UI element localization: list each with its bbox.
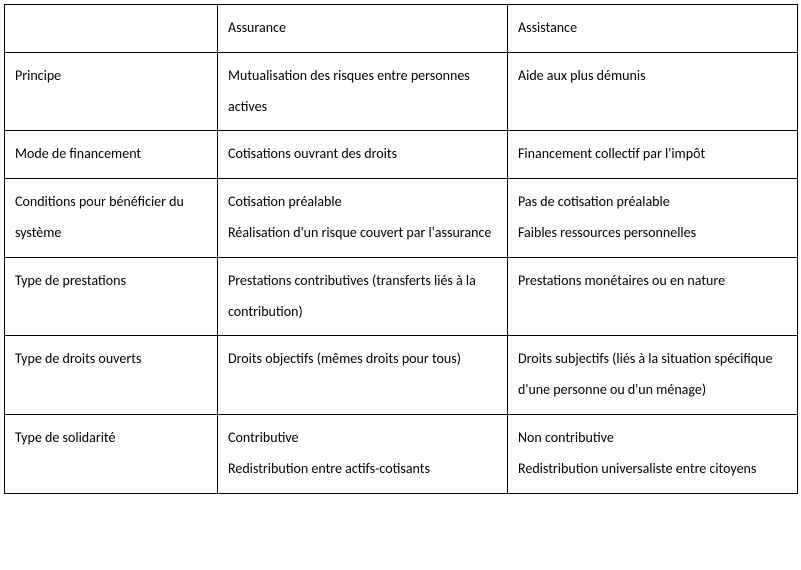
row-label: Principe: [5, 52, 218, 131]
row-assurance: Cotisations ouvrant des droits: [218, 131, 508, 179]
row-assurance: Droits objectifs (mêmes droits pour tous…: [218, 336, 508, 415]
row-assurance: Mutualisation des risques entre personne…: [218, 52, 508, 131]
table-row: Mode de financement Cotisations ouvrant …: [5, 131, 798, 179]
row-assistance: Prestations monétaires ou en nature: [508, 257, 798, 336]
row-assurance: Cotisation préalableRéalisation d'un ris…: [218, 179, 508, 258]
row-assistance: Non contributiveRedistribution universal…: [508, 414, 798, 493]
row-assistance: Financement collectif par l'impôt: [508, 131, 798, 179]
table-row: Type de droits ouverts Droits objectifs …: [5, 336, 798, 415]
header-row: Assurance Assistance: [5, 5, 798, 53]
comparison-table: Assurance Assistance Principe Mutualisat…: [4, 4, 798, 494]
row-assistance: Aide aux plus démunis: [508, 52, 798, 131]
header-cell-assistance: Assistance: [508, 5, 798, 53]
row-label: Type de solidarité: [5, 414, 218, 493]
row-label: Type de droits ouverts: [5, 336, 218, 415]
table-body: Assurance Assistance Principe Mutualisat…: [5, 5, 798, 494]
table-row: Principe Mutualisation des risques entre…: [5, 52, 798, 131]
row-assurance: ContributiveRedistribution entre actifs-…: [218, 414, 508, 493]
table-row: Type de prestations Prestations contribu…: [5, 257, 798, 336]
row-label: Conditions pour bénéficier du système: [5, 179, 218, 258]
row-label: Type de prestations: [5, 257, 218, 336]
header-cell-assurance: Assurance: [218, 5, 508, 53]
row-assurance: Prestations contributives (transferts li…: [218, 257, 508, 336]
table-row: Conditions pour bénéficier du système Co…: [5, 179, 798, 258]
row-assistance: Pas de cotisation préalableFaibles resso…: [508, 179, 798, 258]
header-cell-empty: [5, 5, 218, 53]
table-row: Type de solidarité ContributiveRedistrib…: [5, 414, 798, 493]
row-assistance: Droits subjectifs (liés à la situation s…: [508, 336, 798, 415]
row-label: Mode de financement: [5, 131, 218, 179]
